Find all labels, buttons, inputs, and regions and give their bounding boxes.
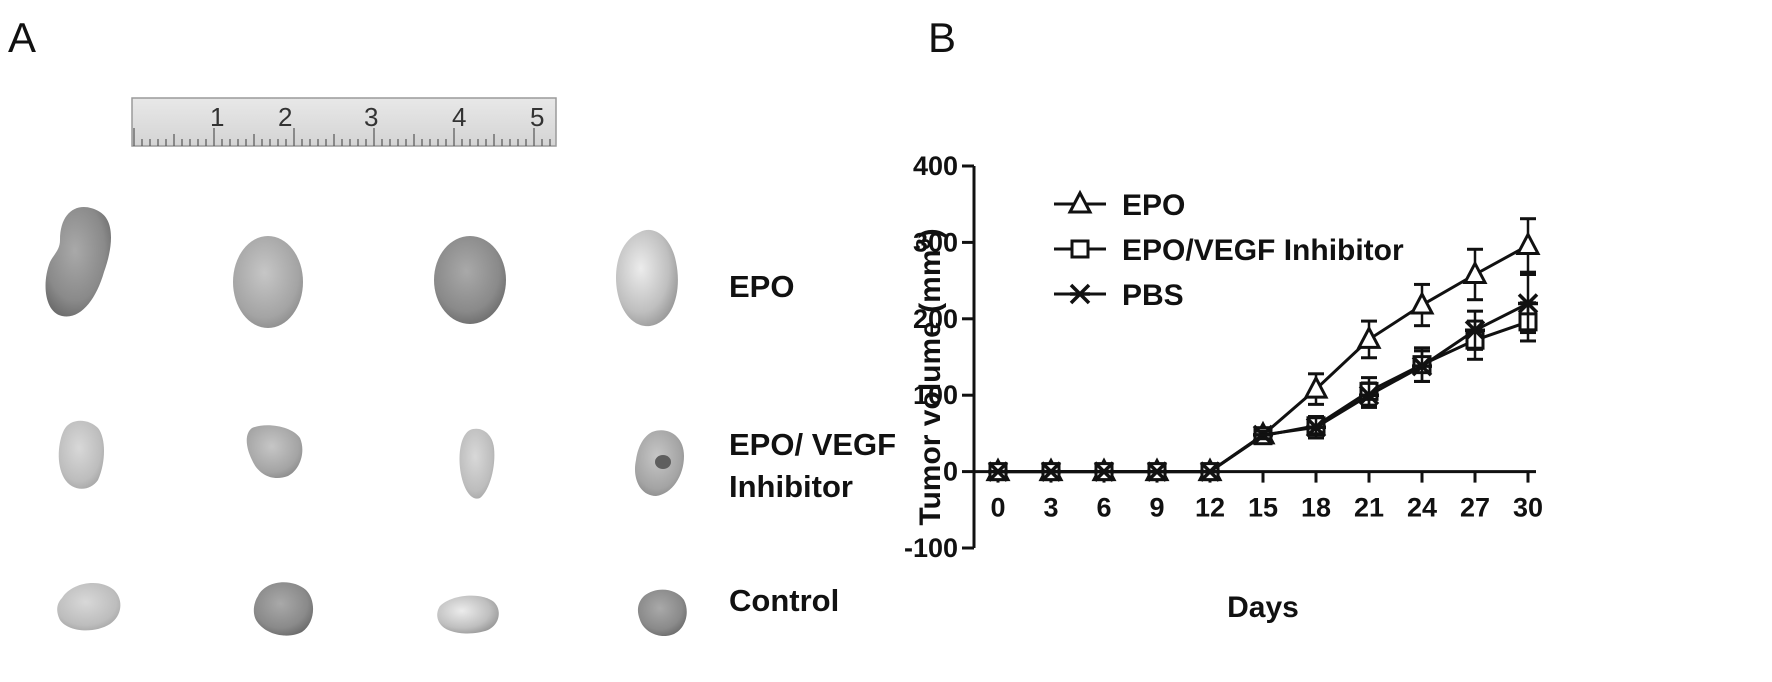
data-point <box>987 461 1009 482</box>
x-tick-label: 24 <box>1407 493 1437 523</box>
data-point <box>1040 461 1062 482</box>
x-tick-label: 15 <box>1248 493 1278 523</box>
series-line <box>998 320 1529 474</box>
legend-item: EPO/VEGF Inhibitor <box>1054 234 1404 267</box>
y-tick-label: -100 <box>904 533 958 563</box>
panel-a-label: A <box>8 14 37 61</box>
legend-item: EPO <box>1054 189 1185 222</box>
data-point <box>1252 424 1274 446</box>
x-axis-title: Days <box>1227 591 1299 624</box>
data-point <box>1199 461 1221 482</box>
series-line <box>998 302 1529 474</box>
tumor <box>233 236 303 328</box>
tumor <box>616 229 678 327</box>
tumor-volume-chart: -100 0 100 200 300 400 0 3 6 9 12 15 18 21 24 27 30 Day… <box>904 151 1543 624</box>
data-point <box>1303 374 1329 399</box>
legend-label: EPO <box>1122 189 1185 222</box>
tumor-spot <box>655 455 671 469</box>
tumor-photo-panel: 1 2 3 4 5 EPO EPO/ VEGF <box>45 97 896 637</box>
x-tick-label: 21 <box>1354 493 1384 523</box>
tumor-row-control <box>57 582 687 637</box>
y-axis-title: Tumor volume (mm3) <box>913 228 947 525</box>
x-axis-ticks: 0 3 6 9 12 15 18 21 24 27 30 <box>990 471 1543 523</box>
legend-item: PBS <box>1054 279 1184 312</box>
data-point <box>1358 384 1380 406</box>
tumor <box>434 236 506 324</box>
ruler-number: 3 <box>364 102 378 132</box>
data-point <box>1409 290 1435 315</box>
data-point <box>1411 355 1433 377</box>
x-tick-label: 6 <box>1096 493 1111 523</box>
y-tick-label: 200 <box>913 304 958 334</box>
tumor <box>459 428 495 499</box>
tumor <box>57 583 121 631</box>
series-layer <box>985 217 1541 482</box>
x-tick-label: 27 <box>1460 493 1490 523</box>
ruler-number: 4 <box>452 102 466 132</box>
data-point <box>1515 231 1541 255</box>
data-point <box>1356 325 1382 349</box>
x-tick-label: 12 <box>1195 493 1225 523</box>
y-axis-title-superscript: 3 <box>913 238 935 249</box>
data-point <box>1517 293 1539 314</box>
data-point <box>1462 260 1488 284</box>
legend-marker <box>1067 189 1093 214</box>
ruler-number: 5 <box>530 102 544 132</box>
data-point <box>1305 417 1327 438</box>
data-point <box>1093 461 1115 482</box>
y-tick-label: 400 <box>913 151 958 181</box>
legend-marker <box>1070 239 1090 259</box>
legend-label: PBS <box>1122 279 1184 312</box>
chart-legend: EPO EPO/VEGF Inhibitor PBS <box>1054 189 1404 312</box>
tumor <box>253 582 314 636</box>
y-axis-title-close: ) <box>914 228 947 238</box>
data-point <box>1464 320 1486 341</box>
tumor-row-epo-vegf <box>58 420 684 499</box>
group-label-epo-vegf-inhibitor: EPO/ VEGF Inhibitor <box>729 427 897 504</box>
ruler-number: 1 <box>210 102 224 132</box>
tumor <box>45 207 111 317</box>
legend-label: EPO/VEGF Inhibitor <box>1122 234 1404 267</box>
ruler: 1 2 3 4 5 <box>131 97 557 147</box>
group-label-epo: EPO <box>729 269 795 304</box>
tumor <box>437 595 499 634</box>
ruler-number: 2 <box>278 102 292 132</box>
group-label-control: Control <box>729 583 840 618</box>
tumor-photo: 1 2 3 4 5 <box>45 97 687 637</box>
panel-b-label: B <box>928 14 957 61</box>
ruler-ticks <box>133 128 551 146</box>
series-star <box>987 272 1539 482</box>
y-tick-label: 0 <box>943 457 958 487</box>
y-tick-label: 100 <box>913 380 958 410</box>
x-tick-label: 18 <box>1301 493 1331 523</box>
x-tick-label: 9 <box>1149 493 1164 523</box>
legend-marker <box>1069 283 1091 305</box>
tumor-row-epo <box>45 207 678 328</box>
tumor <box>637 589 687 637</box>
tumor <box>58 420 104 489</box>
tumor <box>246 425 303 479</box>
x-tick-label: 30 <box>1513 493 1543 523</box>
chart-axes <box>972 166 1536 548</box>
data-point <box>1146 461 1168 482</box>
y-tick-label: 300 <box>913 227 958 257</box>
series-square <box>988 301 1538 482</box>
x-tick-label: 3 <box>1043 493 1058 523</box>
y-axis-title-text: Tumor volume (mm <box>914 249 947 525</box>
y-axis-ticks: -100 0 100 200 300 400 <box>904 151 974 563</box>
x-tick-label: 0 <box>990 493 1005 523</box>
